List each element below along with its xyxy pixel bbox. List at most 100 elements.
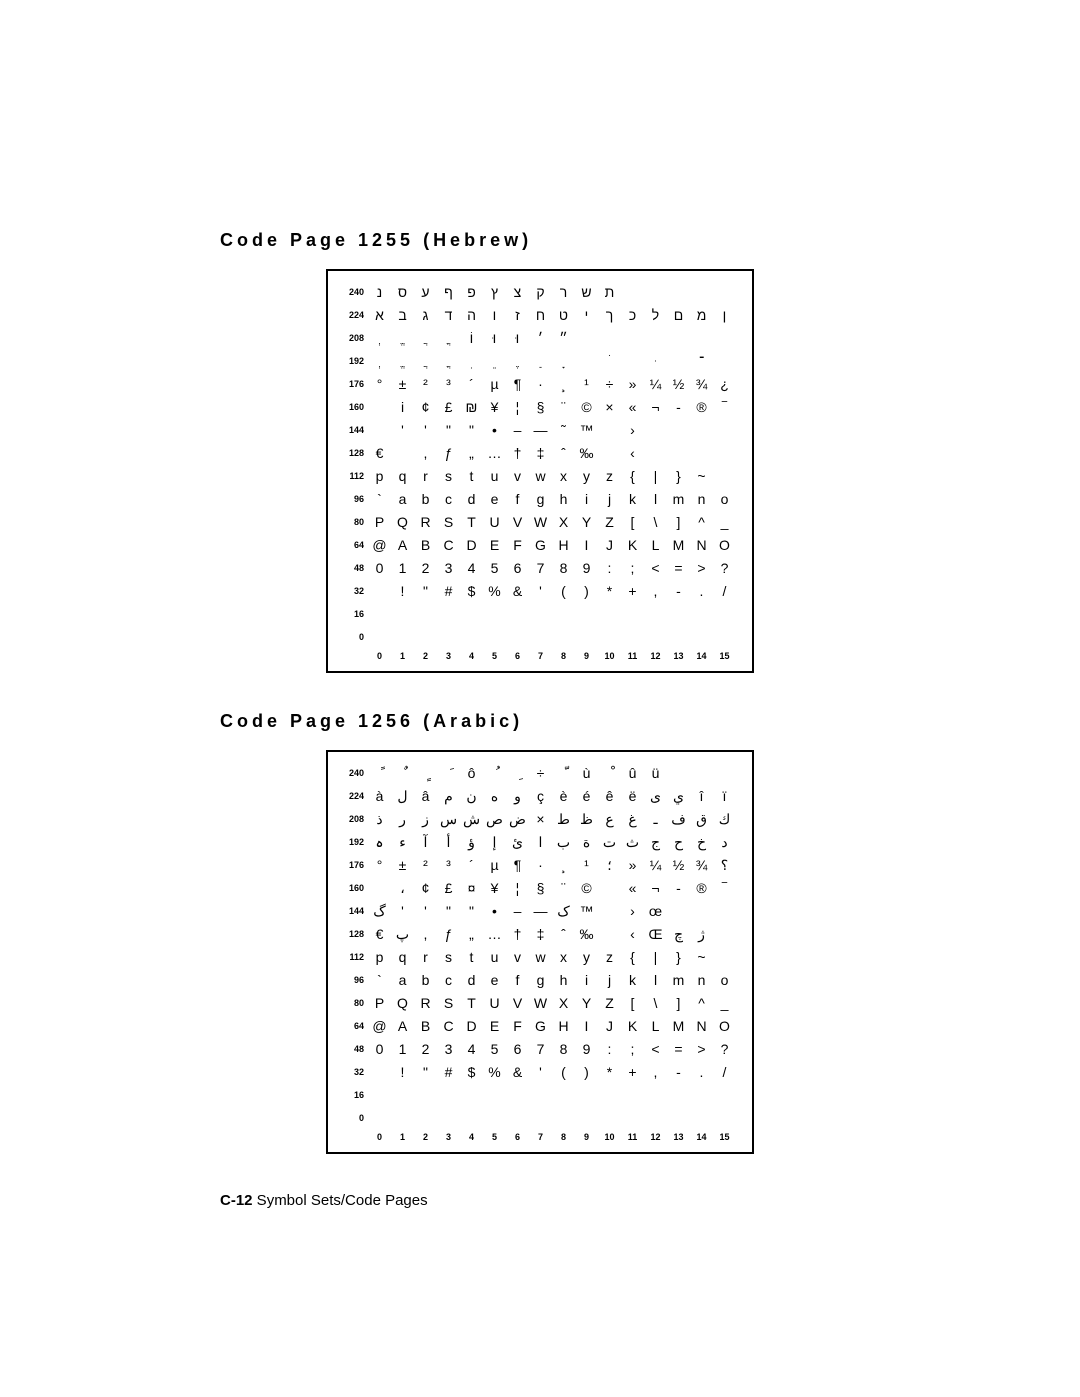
glyph-cell: -	[667, 580, 690, 603]
glyph-cell: I	[575, 534, 598, 557]
glyph-cell: ‰	[575, 923, 598, 946]
glyph-cell: 4	[460, 557, 483, 580]
glyph-cell: L	[644, 534, 667, 557]
row-label: 128	[340, 442, 368, 465]
glyph-cell: ˆ	[552, 923, 575, 946]
axis-label: 9	[575, 651, 598, 661]
glyph-cell: ]	[667, 992, 690, 1015]
axis-label: 11	[621, 651, 644, 661]
glyph-cell: µ	[483, 854, 506, 877]
glyph-cell: '	[414, 419, 437, 442]
glyph-cell: ֱ	[391, 350, 414, 373]
axis-label: 15	[713, 1132, 736, 1142]
glyph-cell: T	[460, 992, 483, 1015]
glyph-cell: ³	[437, 373, 460, 396]
glyph-cell: z	[598, 465, 621, 488]
glyph-cell: ‏	[690, 281, 713, 304]
glyph-cell: ¢	[414, 396, 437, 419]
glyph-cell: ֲ	[414, 327, 437, 350]
glyph-cell: ק	[529, 281, 552, 304]
glyph-cell: )	[575, 580, 598, 603]
glyph-cell: —	[529, 900, 552, 923]
glyph-cell: ֵ	[483, 350, 506, 373]
glyph-cell: י	[575, 304, 598, 327]
glyph-cell: €	[368, 442, 391, 465]
glyph-cell: -	[667, 396, 690, 419]
glyph-cell: 5	[483, 557, 506, 580]
glyph-cell: v	[506, 946, 529, 969]
axis-label: 2	[414, 651, 437, 661]
glyph-cell: A	[391, 534, 414, 557]
chart-row: 240ًٌٍَôُِ÷ّùْûü‎‏	[340, 762, 736, 785]
glyph-cell: F	[506, 534, 529, 557]
glyph-cell: a	[391, 969, 414, 992]
axis-label: 0	[368, 1132, 391, 1142]
glyph-cell: 5	[483, 1038, 506, 1061]
row-label: 144	[340, 419, 368, 442]
glyph-cell: ַ	[529, 350, 552, 373]
glyph-cell: '	[529, 580, 552, 603]
axis-label: 14	[690, 1132, 713, 1142]
glyph-cell: e	[483, 969, 506, 992]
glyph-cell: ‹	[621, 442, 644, 465]
glyph-cell: م	[437, 785, 460, 808]
glyph-cell: ّ	[552, 762, 575, 785]
glyph-cell: y	[575, 946, 598, 969]
glyph-cell: –	[506, 900, 529, 923]
glyph-cell: >	[690, 1038, 713, 1061]
glyph-cell: ٌ	[391, 762, 414, 785]
glyph-cell: µ	[483, 373, 506, 396]
row-label: 224	[340, 785, 368, 808]
glyph-cell: F	[506, 1015, 529, 1038]
glyph-cell: ¢	[414, 877, 437, 900]
glyph-cell: G	[529, 1015, 552, 1038]
glyph-cell: §	[529, 396, 552, 419]
glyph-cell: …	[483, 923, 506, 946]
glyph-cell: 4	[460, 1038, 483, 1061]
glyph-cell: $	[460, 1061, 483, 1084]
glyph-cell: ¸	[552, 373, 575, 396]
glyph-cell: "	[414, 1061, 437, 1084]
glyph-cell: «	[621, 877, 644, 900]
glyph-cell: …	[483, 442, 506, 465]
row-label: 32	[340, 1061, 368, 1084]
row-label: 80	[340, 511, 368, 534]
glyph-cell: 0	[368, 1038, 391, 1061]
axis-label: 2	[414, 1132, 437, 1142]
glyph-cell: ´	[460, 373, 483, 396]
glyph-cell: —	[529, 419, 552, 442]
chart-row: 128€پ,ƒ„…†‡ˆ‰‹Œچژ	[340, 923, 736, 946]
glyph-cell: •	[483, 900, 506, 923]
glyph-cell: O	[713, 1015, 736, 1038]
glyph-cell: :	[598, 1038, 621, 1061]
chart-row: 80PQRSTUVWXYZ[\]^_	[340, 511, 736, 534]
glyph-cell: R	[414, 511, 437, 534]
glyph-cell: וּ	[506, 327, 529, 350]
axis-label: 4	[460, 1132, 483, 1142]
glyph-cell: ¿	[713, 373, 736, 396]
glyph-cell: «	[621, 396, 644, 419]
glyph-cell: I	[575, 1015, 598, 1038]
glyph-cell: ث	[621, 831, 644, 854]
row-label: 208	[340, 808, 368, 831]
row-label: 32	[340, 580, 368, 603]
glyph-cell: ~	[690, 946, 713, 969]
glyph-cell: ک	[552, 900, 575, 923]
axis-label: 15	[713, 651, 736, 661]
glyph-cell: ك	[713, 808, 736, 831]
glyph-cell: N	[690, 534, 713, 557]
glyph-cell: َ	[437, 762, 460, 785]
glyph-cell: ¶	[506, 854, 529, 877]
glyph-cell: 9	[575, 557, 598, 580]
glyph-cell: 0	[368, 557, 391, 580]
axis-spacer	[340, 1132, 368, 1142]
chart-row: 144گ''""•–—ک™›œ‌‍	[340, 900, 736, 923]
glyph-cell: @	[368, 534, 391, 557]
glyph-cell: x	[552, 946, 575, 969]
glyph-cell: ‎	[667, 762, 690, 785]
glyph-cell: ־	[690, 350, 713, 373]
chart-row: 0	[340, 1107, 736, 1130]
glyph-cell: ‌	[667, 900, 690, 923]
glyph-cell: ل	[391, 785, 414, 808]
glyph-cell: ê	[598, 785, 621, 808]
